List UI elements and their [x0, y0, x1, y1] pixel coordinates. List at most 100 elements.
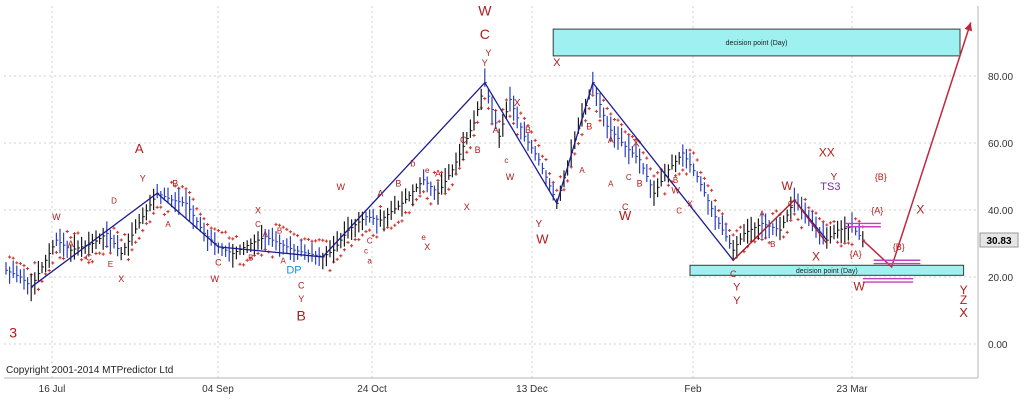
wave-label: {A}: [871, 205, 883, 215]
trailing-stop-dot: [526, 124, 530, 128]
trailing-stop-dot: [209, 226, 213, 230]
wave-label: C: [367, 237, 373, 246]
wave-label: A: [68, 239, 74, 249]
trailing-stop-dot: [468, 146, 472, 150]
wave-label: B: [637, 179, 643, 189]
trailing-stop-dot: [213, 227, 217, 231]
x-tick-label: 23 Mar: [836, 384, 868, 395]
trailing-stop-dot: [774, 209, 778, 213]
trailing-stop-dot: [245, 258, 249, 262]
wave-label: Y: [733, 281, 741, 293]
x-tick-label: 13 Dec: [516, 384, 548, 395]
trailing-stop-dot: [400, 219, 404, 223]
trailing-stop-dot: [36, 287, 40, 291]
trailing-stop-dot: [310, 239, 314, 243]
wave-label: Y: [535, 219, 542, 230]
trailing-stop-dot: [512, 121, 516, 126]
wave-label: C: [788, 200, 794, 209]
trailing-stop-dot: [656, 171, 660, 175]
wave-label: A: [493, 125, 499, 135]
trailing-stop-dot: [152, 211, 156, 215]
trailing-stop-dot: [753, 240, 757, 244]
trailing-stop-dot: [720, 212, 724, 216]
projection-arrowhead: [964, 22, 973, 32]
y-tick-label: 0.00: [988, 340, 1008, 351]
trailing-stop-dot: [609, 112, 613, 116]
trailing-stop-dot: [465, 150, 469, 154]
last-price-label: 30.83: [986, 236, 1011, 247]
trailing-stop-dot: [98, 251, 102, 255]
trailing-stop-dot: [508, 114, 512, 118]
trailing-stop-dot: [112, 226, 116, 230]
trailing-stop-dot: [598, 119, 602, 123]
trailing-stop-dot: [364, 229, 368, 234]
trailing-stop-dot: [324, 239, 328, 243]
wave-label: C: [480, 26, 490, 42]
wave-label: X: [255, 205, 261, 215]
wave-label: X: [118, 274, 124, 284]
wave-label: W: [506, 172, 515, 182]
wave-label: B: [586, 122, 592, 132]
trailing-stop-dot: [195, 207, 199, 211]
trailing-stop-dot: [792, 212, 796, 216]
trailing-stop-dot: [123, 232, 127, 237]
trailing-stop-dot: [623, 130, 627, 134]
trailing-stop-dot: [605, 106, 609, 111]
wave-label: {B}: [893, 242, 905, 252]
wave-label: c: [504, 156, 508, 165]
trailing-stop-dot: [800, 226, 804, 230]
trailing-stop-dot: [274, 222, 278, 226]
trailing-stop-dot: [688, 148, 692, 152]
axes: [4, 6, 979, 379]
trailing-stop-dot: [404, 211, 408, 215]
trailing-stop-dot: [548, 172, 552, 176]
trailing-stop-dot: [641, 151, 645, 155]
trailing-stop-dot: [476, 120, 480, 124]
trailing-stop-dot: [22, 264, 26, 268]
tick-labels: 0.00 20.00 40.00 60.00 80.00 16 Jul 04 Sep 24 O…: [39, 72, 1014, 395]
wave-label: {B}: [875, 172, 887, 182]
trailing-stop-dot: [814, 211, 818, 215]
trailing-stop-dot: [94, 251, 98, 256]
trailing-stop-dot: [317, 238, 321, 242]
trailing-stop-dot: [497, 119, 501, 123]
wave-label: A: [165, 220, 171, 229]
trailing-stop-dot: [663, 192, 667, 196]
trailing-stop-dot: [126, 257, 130, 262]
trailing-stop-dot: [170, 180, 174, 184]
wave-label: C: [215, 257, 222, 267]
wave-label: {A}: [850, 249, 862, 259]
trailing-stop-dot: [432, 170, 436, 175]
trailing-stop-dot: [231, 237, 235, 241]
trailing-stop-dot: [371, 233, 375, 238]
trailing-stop-dot: [594, 109, 598, 113]
trailing-stop-dot: [393, 223, 397, 227]
trailing-stop-dot: [537, 144, 541, 148]
trailing-stop-dot: [562, 188, 566, 192]
wave-label: e: [421, 233, 426, 242]
trailing-stop-dot: [159, 205, 163, 209]
wave-label: Y: [140, 174, 146, 184]
trailing-stop-dot: [188, 190, 192, 195]
trailing-stop-dot: [191, 197, 195, 201]
trailing-stop-dot: [256, 251, 260, 256]
trailing-stop-dot: [8, 255, 12, 259]
trailing-stop-dot: [83, 256, 87, 260]
wave-label: C: [730, 269, 737, 279]
wave-label: Y: [298, 294, 304, 304]
trailing-stop-dot: [44, 272, 48, 276]
wave-label: B: [297, 308, 306, 324]
trailing-stop-dot: [854, 217, 858, 221]
trailing-stop-dot: [134, 240, 138, 244]
trailing-stop-dot: [407, 211, 411, 215]
trailing-stop-dot: [119, 238, 123, 242]
trailing-stop-dot: [839, 244, 843, 248]
wave-label: A: [281, 257, 287, 266]
trailing-stop-dot: [357, 238, 361, 242]
trailing-stop-dot: [710, 188, 714, 192]
wave-label: B: [475, 145, 481, 155]
trailing-stop-dot: [224, 230, 228, 234]
wave-label: A: [759, 210, 765, 219]
price-bars: [5, 68, 865, 302]
trailing-stop-dot: [807, 206, 811, 210]
